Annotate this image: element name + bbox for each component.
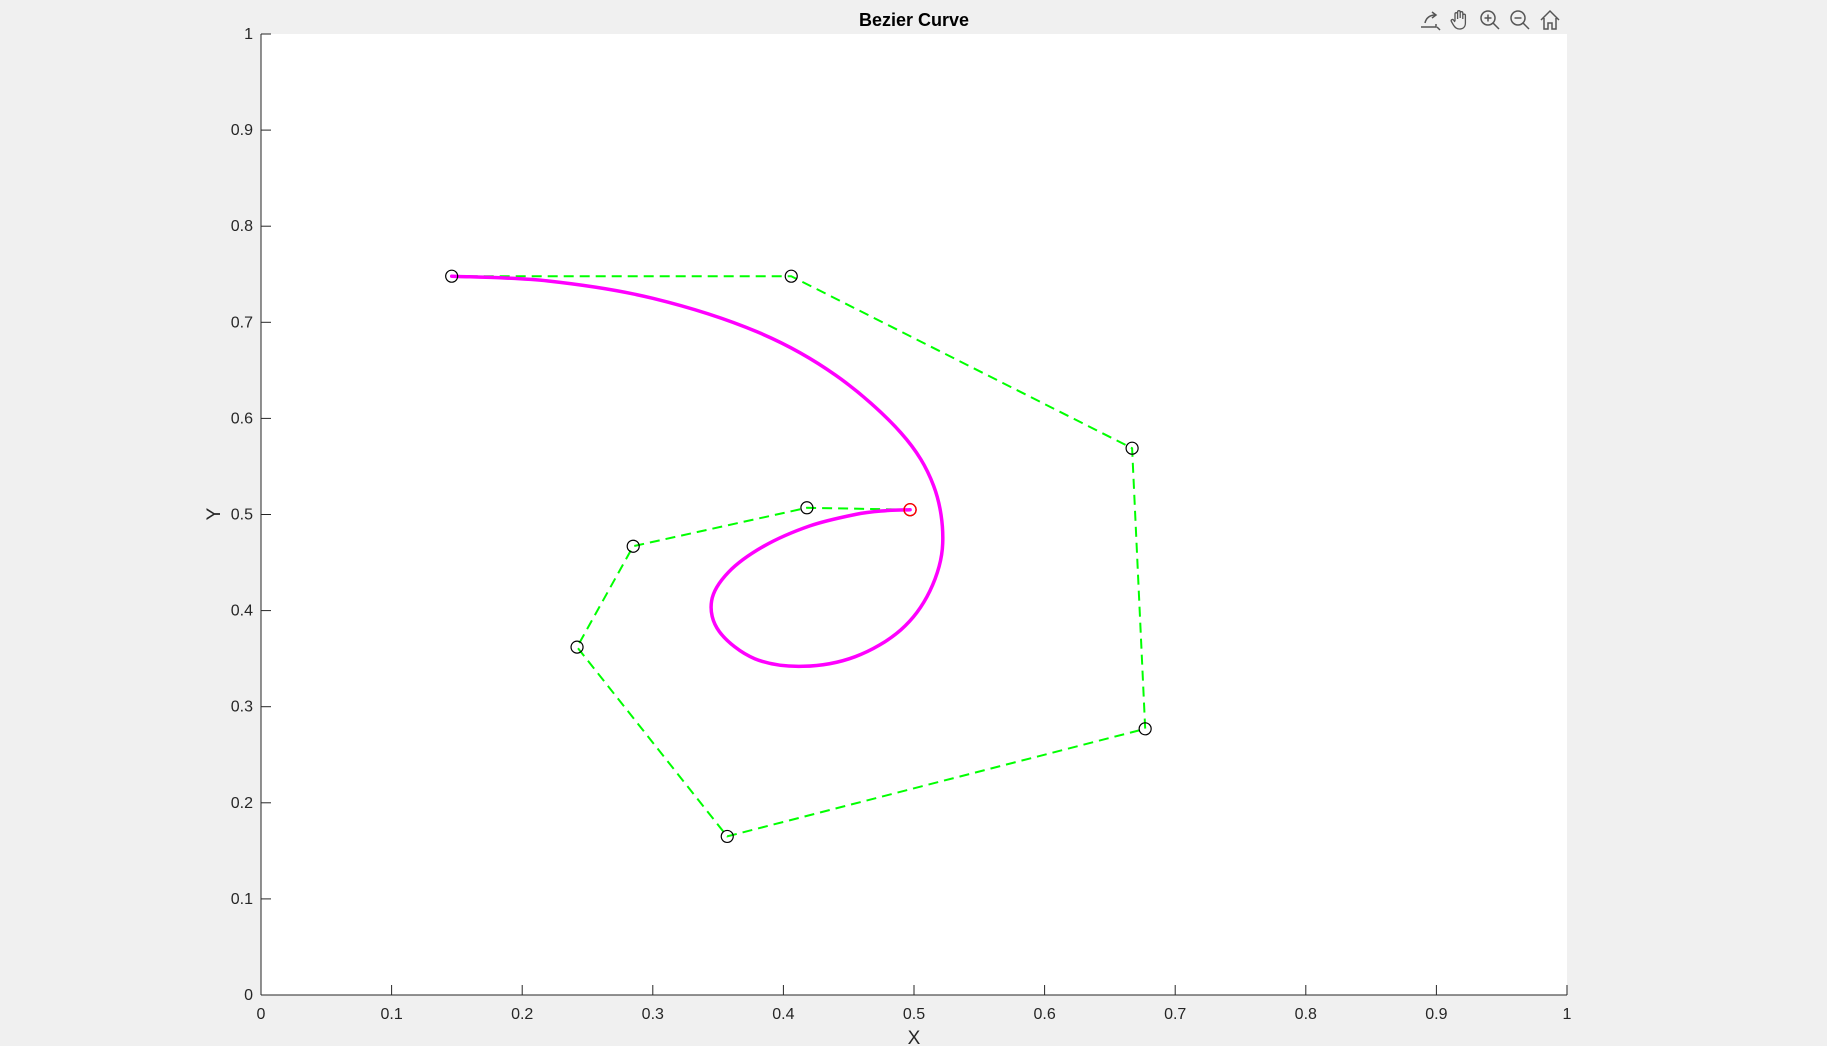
- x-tick-label: 1: [1563, 1006, 1572, 1023]
- y-tick-label: 0.5: [231, 507, 253, 524]
- x-tick-label: 0.5: [903, 1006, 925, 1023]
- x-axis-label: X: [908, 1028, 921, 1046]
- x-tick-label: 0.2: [511, 1006, 533, 1023]
- control-point-marker[interactable]: [784, 269, 798, 283]
- control-point-marker[interactable]: [1125, 441, 1139, 455]
- x-tick-label: 0.3: [642, 1006, 664, 1023]
- restore-view-button[interactable]: [1536, 6, 1564, 34]
- zoom-in-button[interactable]: [1476, 6, 1504, 34]
- x-tick-label: 0.8: [1295, 1006, 1317, 1023]
- axis-ticks: 0 0.1 0.2 0.3 0.4 0.5 0.6 0.7 0.8 0.9 1 0 0.1 0.2 0.3 0…: [231, 26, 1572, 1023]
- y-tick-label: 0.1: [231, 891, 253, 908]
- zoom-out-button[interactable]: [1506, 6, 1534, 34]
- x-tick-label: 0: [257, 1006, 266, 1023]
- home-icon: [1540, 9, 1560, 30]
- y-tick-label: 1: [244, 26, 253, 43]
- x-tick-label: 0.4: [772, 1006, 794, 1023]
- pan-button[interactable]: [1446, 6, 1474, 34]
- control-point-marker[interactable]: [570, 640, 584, 654]
- y-axis-label: Y: [204, 507, 225, 520]
- control-polygon-line[interactable]: [451, 275, 1147, 838]
- control-point-marker[interactable]: [1138, 722, 1152, 736]
- y-tick-label: 0.7: [231, 314, 253, 331]
- y-tick-label: 0: [244, 987, 253, 1004]
- y-tick-label: 0.4: [231, 603, 253, 620]
- x-tick-label: 0.9: [1425, 1006, 1447, 1023]
- x-tick-label: 0.1: [380, 1006, 402, 1023]
- plot-data[interactable]: [445, 269, 1152, 844]
- control-point-marker[interactable]: [626, 539, 640, 553]
- export-button[interactable]: [1416, 6, 1444, 34]
- y-tick-label: 0.2: [231, 795, 253, 812]
- control-point-marker[interactable]: [720, 829, 734, 844]
- end-point-marker[interactable]: [903, 502, 917, 517]
- y-tick-label: 0.9: [231, 122, 253, 139]
- x-tick-label: 0.6: [1033, 1006, 1055, 1023]
- pan-hand-icon: [1450, 10, 1467, 30]
- bezier-curve-line[interactable]: [449, 274, 945, 669]
- zoom-in-icon: [1480, 10, 1500, 30]
- y-tick-label: 0.6: [231, 410, 253, 427]
- chart-title: Bezier Curve: [859, 10, 969, 30]
- zoom-out-icon: [1510, 10, 1530, 30]
- y-tick-label: 0.8: [231, 218, 253, 235]
- axes-toolbar: [1416, 6, 1564, 34]
- control-point-marker[interactable]: [445, 269, 459, 283]
- control-point-marker[interactable]: [800, 501, 814, 515]
- export-icon: [1421, 11, 1441, 31]
- x-tick-label: 0.7: [1164, 1006, 1186, 1023]
- y-tick-label: 0.3: [231, 699, 253, 716]
